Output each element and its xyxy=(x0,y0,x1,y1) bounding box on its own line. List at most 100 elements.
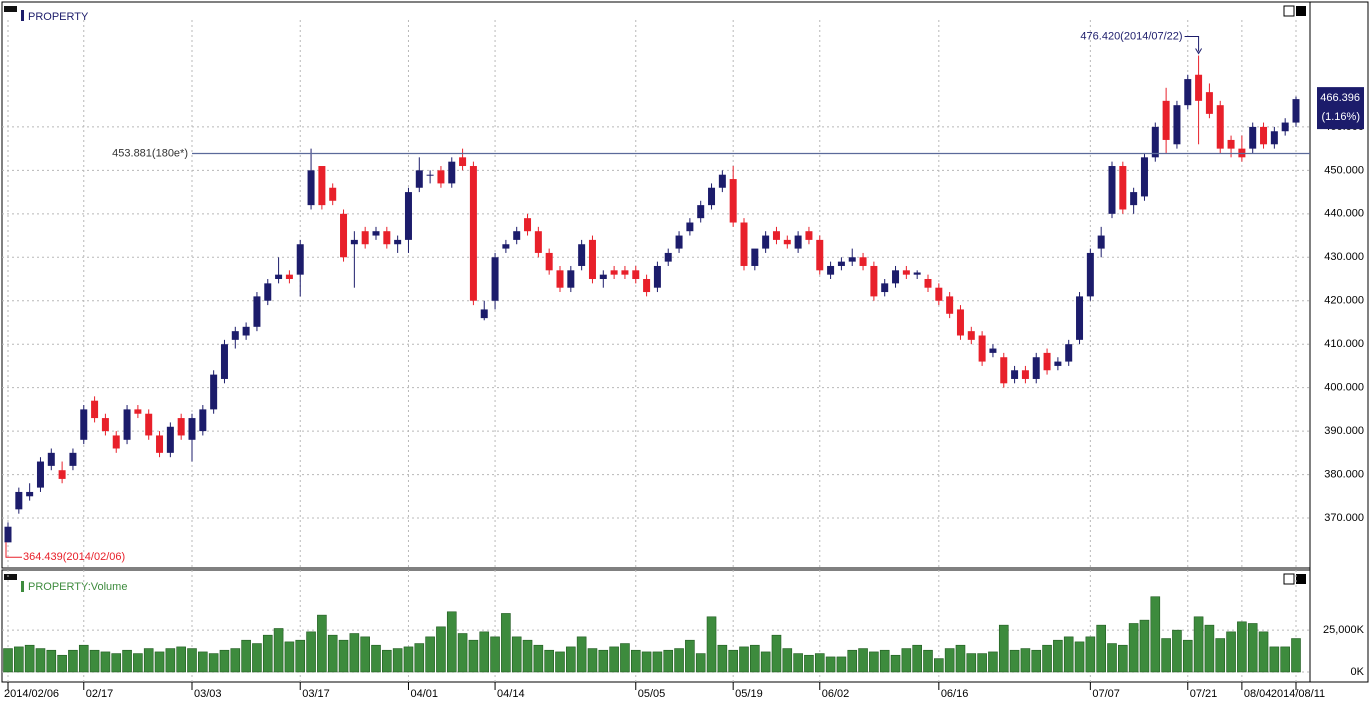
volume-bar xyxy=(371,644,381,673)
volume-bar xyxy=(479,631,490,673)
candle-body xyxy=(69,452,77,466)
volume-bar xyxy=(814,653,825,673)
candle-body xyxy=(296,244,304,275)
annotation-line xyxy=(1184,36,1200,52)
candle-body xyxy=(643,279,651,293)
candle-body xyxy=(697,205,705,219)
candle-body xyxy=(1043,352,1051,371)
volume-bar xyxy=(349,633,360,673)
volume-bar xyxy=(1118,644,1128,673)
maximize-button[interactable] xyxy=(1283,573,1295,585)
volume-bar xyxy=(923,649,933,673)
candle-body xyxy=(794,235,802,249)
candle-body xyxy=(870,265,878,297)
x-tick-label: 04/01 xyxy=(410,688,438,700)
candle-body xyxy=(567,270,575,288)
candle-body xyxy=(145,413,153,436)
maximize-button[interactable] xyxy=(1283,5,1295,17)
candle-body xyxy=(47,452,55,466)
x-tick-label: 07/07 xyxy=(1092,688,1120,700)
y-tick-label: 410.000 xyxy=(1324,338,1364,350)
low-annotation: 364.439(2014/02/06) xyxy=(23,551,125,563)
volume-bar xyxy=(273,628,284,673)
candle-body xyxy=(913,272,921,275)
candle-body xyxy=(1195,74,1203,101)
candle-body xyxy=(1011,370,1019,379)
candle-body xyxy=(556,270,564,288)
candle-body xyxy=(1032,357,1040,379)
candle-body xyxy=(220,344,228,379)
candle-body xyxy=(4,526,12,543)
candle-body xyxy=(513,231,521,240)
candle-body xyxy=(383,231,391,245)
candle-body xyxy=(632,270,640,280)
volume-bar xyxy=(24,644,35,673)
volume-bar xyxy=(630,649,641,673)
volume-bar xyxy=(14,646,24,673)
volume-bar xyxy=(934,658,944,673)
candle-body xyxy=(588,239,596,280)
candle-body xyxy=(1281,122,1289,132)
volume-bar xyxy=(1161,638,1171,673)
candle-body xyxy=(231,331,239,340)
volume-bar xyxy=(706,616,717,673)
volume-bar xyxy=(977,653,987,673)
volume-bar xyxy=(425,636,435,673)
volume-bar xyxy=(133,653,143,673)
volume-bar xyxy=(739,646,749,673)
volume-bar xyxy=(663,649,674,673)
volume-bar xyxy=(327,634,338,673)
annotation-arrow xyxy=(1195,48,1203,55)
candle-body xyxy=(967,331,975,340)
last-value: 466.396 xyxy=(1320,92,1360,104)
volume-bar xyxy=(825,656,836,673)
window-buttons[interactable] xyxy=(1283,5,1306,585)
candle-body xyxy=(91,400,99,419)
volume-bar xyxy=(143,648,154,673)
volume-bar xyxy=(566,646,576,673)
volume-bar xyxy=(3,648,13,673)
candle-body xyxy=(1065,344,1073,362)
volume-bar xyxy=(641,651,652,673)
volume-bar xyxy=(836,656,847,673)
candle-body xyxy=(1260,126,1268,145)
volume-bar xyxy=(728,649,738,673)
candle-body xyxy=(329,187,337,201)
volume-bar xyxy=(501,613,511,673)
volume-bar xyxy=(1150,596,1161,673)
volume-bar xyxy=(598,649,609,673)
candle-body xyxy=(1000,357,1008,384)
candle-body xyxy=(1162,100,1170,140)
candle-body xyxy=(805,231,813,240)
candle-body xyxy=(1249,126,1257,149)
candle-body xyxy=(1270,131,1278,145)
last-change: (1.16%) xyxy=(1321,111,1360,123)
volume-bar xyxy=(165,648,176,673)
close-button[interactable] xyxy=(1296,574,1306,584)
candle-body xyxy=(80,409,88,440)
volume-bar xyxy=(382,649,392,673)
candle-body xyxy=(264,283,272,301)
volume-bar xyxy=(219,649,230,673)
volume-bar xyxy=(122,649,132,673)
candle-body xyxy=(166,426,174,453)
candle-body xyxy=(480,309,488,319)
volume-bar xyxy=(154,651,165,673)
close-button[interactable] xyxy=(1296,6,1306,16)
volume-bar xyxy=(198,651,208,673)
volume-bar xyxy=(1226,631,1236,673)
y-tick-label: 380.000 xyxy=(1324,468,1364,480)
x-tick-label: 2014/08/11 xyxy=(1271,688,1325,700)
candle-body xyxy=(675,235,683,249)
y-tick-label: 450.000 xyxy=(1324,164,1364,176)
candle-body xyxy=(902,270,910,275)
volume-bar xyxy=(436,626,446,673)
volume-bar xyxy=(1269,646,1280,673)
volume-bar xyxy=(793,653,803,673)
candle-body xyxy=(134,409,142,414)
volume-bar xyxy=(241,639,251,673)
volume-bar xyxy=(1031,649,1042,673)
candle-body xyxy=(372,231,380,236)
candle-body xyxy=(15,491,23,510)
